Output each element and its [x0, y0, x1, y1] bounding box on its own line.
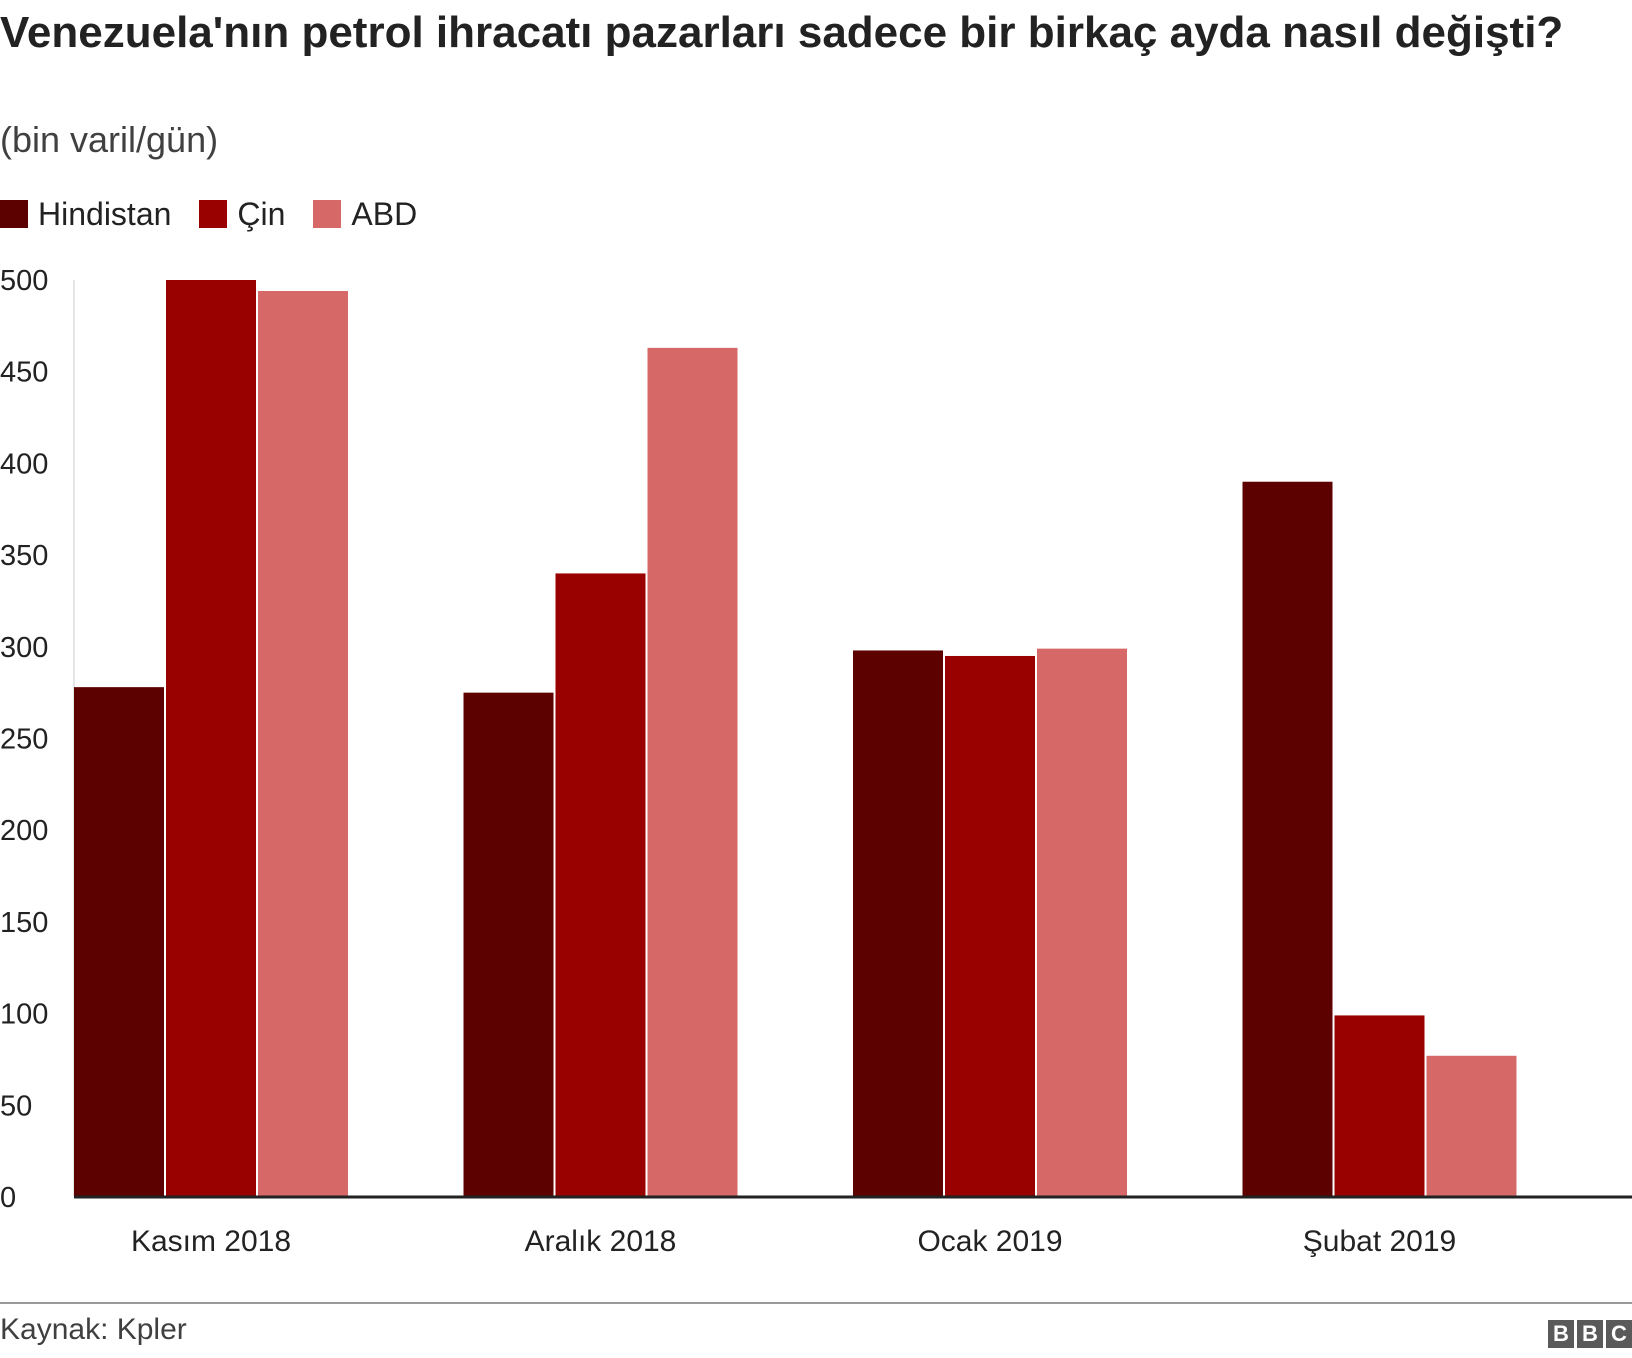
bar-abd-1	[647, 347, 738, 1197]
source-note: Kaynak: Kpler	[0, 1313, 187, 1346]
bar-hindistan-2	[853, 650, 943, 1197]
bar-abd-2	[1037, 648, 1127, 1197]
bar-çin-2	[945, 655, 1035, 1197]
y-tick-label: 350	[0, 540, 48, 572]
y-tick-label: 200	[0, 815, 48, 847]
bbc-logo-letter: B	[1548, 1320, 1574, 1348]
bbc-logo-letter: C	[1606, 1320, 1632, 1348]
chart-subtitle: (bin varil/gün)	[0, 119, 219, 160]
bbc-logo: B B C	[1545, 1320, 1632, 1348]
y-tick-label: 500	[0, 265, 48, 297]
y-tick-label: 300	[0, 632, 48, 664]
x-tick-label: Kasım 2018	[131, 1225, 291, 1258]
legend-swatch-abd	[313, 200, 342, 228]
bbc-logo-letter: B	[1577, 1320, 1603, 1348]
bar-çin-0	[166, 280, 256, 1197]
legend-swatch-cin	[199, 200, 228, 228]
footer-divider	[0, 1302, 1632, 1304]
bar-çin-3	[1334, 1015, 1425, 1197]
bar-abd-3	[1426, 1055, 1517, 1197]
legend-item-hindistan: Hindistan	[0, 196, 171, 233]
bar-chart: 0 50 100 150 200 250 300 350 400 450 500 Kasım 2018…	[0, 265, 1632, 1258]
y-tick-label: 450	[0, 357, 48, 389]
y-tick-label: 250	[0, 724, 48, 756]
y-tick-label: 100	[0, 999, 48, 1031]
legend: Hindistan Çin ABD	[0, 190, 445, 238]
x-tick-label: Şubat 2019	[1303, 1225, 1456, 1258]
bar-hindistan-0	[74, 687, 164, 1197]
bar-abd-0	[258, 291, 348, 1197]
bar-hindistan-1	[463, 692, 554, 1197]
legend-item-abd: ABD	[313, 196, 417, 233]
y-tick-label: 50	[0, 1090, 32, 1122]
y-tick-label: 150	[0, 907, 48, 939]
legend-label-hindistan: Hindistan	[38, 195, 172, 232]
legend-item-cin: Çin	[199, 196, 285, 233]
y-tick-label: 400	[0, 448, 48, 480]
bar-çin-1	[555, 573, 646, 1197]
y-tick-label: 0	[0, 1182, 16, 1214]
x-tick-label: Ocak 2019	[917, 1225, 1062, 1258]
legend-swatch-hindistan	[0, 200, 28, 228]
chart-title: Venezuela'nın petrol ihracatı pazarları …	[0, 8, 1564, 57]
bar-hindistan-3	[1242, 481, 1333, 1197]
legend-label-abd: ABD	[351, 195, 418, 232]
x-tick-label: Aralık 2018	[525, 1225, 677, 1258]
legend-label-cin: Çin	[237, 195, 286, 232]
